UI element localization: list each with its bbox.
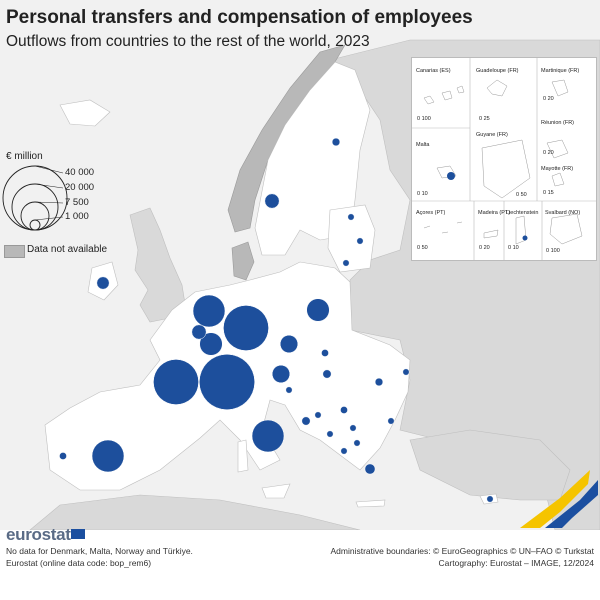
inset-scale-reunion: 0 20	[543, 150, 554, 156]
bubble-netherlands	[192, 294, 226, 328]
bubble-finland	[331, 137, 341, 147]
bubble-slovakia	[321, 349, 329, 357]
map-subtitle: Outflows from countries to the rest of t…	[6, 33, 370, 50]
bubble-albania	[340, 447, 348, 455]
legend-leader-1000	[34, 216, 64, 221]
land-baltics	[327, 204, 376, 273]
inset-scale-madeira: 0 20	[479, 245, 490, 251]
bubble-greece	[364, 463, 376, 475]
bubble-italy	[251, 419, 285, 453]
land-sardinia-corsica	[237, 439, 249, 473]
bubble-spain	[91, 439, 125, 473]
bubble-bulgaria	[387, 417, 395, 425]
land-north-africa	[29, 494, 361, 531]
bubble-serbia	[340, 406, 348, 414]
land-crete	[355, 499, 386, 508]
bubble-croatia	[301, 416, 311, 426]
inset-scale-martinique: 0 20	[543, 96, 554, 102]
legend-unit: € million	[6, 151, 43, 162]
bubble-austria	[271, 364, 291, 384]
inset-label-svalbard: Svalbard (NO)	[545, 210, 581, 216]
inset-scale-malta: 0 10	[417, 191, 428, 197]
bubble-romania	[374, 377, 384, 387]
footnote-source: Eurostat (online data code: bop_rem6)	[6, 558, 152, 568]
legend-leader-40000	[34, 165, 64, 174]
inset-scale-liechtenstein: 0 10	[508, 245, 519, 251]
bubble-montenegro	[326, 430, 334, 438]
bubble-france	[153, 359, 199, 405]
credit-cartography: Cartography: Eurostat – IMAGE, 12/2024	[438, 558, 594, 568]
legend-label-1000: 1 000	[65, 211, 89, 222]
bubble-moldova	[402, 368, 410, 376]
inset-label-guyane: Guyane (FR)	[476, 132, 508, 138]
inset-label-mayotte: Mayotte (FR)	[541, 166, 574, 172]
legend-circle-1000	[29, 219, 41, 231]
legend-label-7500: 7 500	[65, 197, 89, 208]
map-title: Personal transfers and compensation of e…	[6, 7, 473, 28]
legend-circle-7500	[20, 201, 50, 231]
inset-scale-guyane: 0 50	[516, 192, 527, 198]
bubble-estonia	[347, 213, 355, 221]
bubble-czechia	[279, 334, 299, 354]
eu-flag-icon	[71, 529, 85, 539]
eurostat-logo: eurostat	[6, 525, 71, 544]
land-iceland	[59, 99, 111, 127]
inset-scale-canarias: 0 100	[417, 116, 431, 122]
bubble-luxembourg	[199, 354, 255, 410]
inset-label-martinique: Martinique (FR)	[541, 68, 580, 74]
bubble-slovenia	[285, 386, 293, 394]
inset-label-malta: Malta	[416, 142, 430, 148]
bubble-layer	[59, 137, 494, 503]
legend-circle-20000	[11, 183, 59, 231]
legend-label-40000: 40 000	[65, 167, 95, 178]
bubble-kosovo	[349, 424, 357, 432]
land-sicily	[261, 483, 291, 499]
legend-label-20000: 20 000	[65, 182, 95, 193]
legend-leader-7500	[34, 201, 64, 204]
inset-label-canarias: Canarias (ES)	[416, 68, 451, 74]
inset-label-guadeloupe: Guadeloupe (FR)	[476, 68, 519, 74]
inset-label-liechtenstein: Liechtenstein	[506, 210, 539, 216]
bubble-germany	[223, 305, 269, 351]
bubble-poland	[306, 298, 330, 322]
inset-scale-svalbard: 0 100	[546, 248, 560, 254]
bubble-hungary	[322, 369, 332, 379]
no-data-label: Data not available	[27, 244, 108, 255]
inset-panel: Canarias (ES) 0 100 Guadeloupe (FR) 0 25…	[411, 57, 597, 261]
bubble-switzerland	[191, 324, 207, 340]
land-uk	[129, 207, 187, 323]
bubble-lithuania	[342, 259, 350, 267]
bubble-sweden	[264, 193, 280, 209]
credit-boundaries: Administrative boundaries: © EuroGeograp…	[330, 546, 594, 556]
no-data-swatch	[4, 245, 25, 258]
bubble-cyprus	[486, 495, 494, 503]
bubble-north-macedonia	[353, 439, 361, 447]
bubble-ireland	[96, 276, 110, 290]
bubble-belgium	[199, 332, 223, 356]
legend-circles	[2, 165, 68, 231]
inset-label-reunion: Réunion (FR)	[541, 120, 575, 126]
inset-scale-acores: 0 50	[417, 245, 428, 251]
inset-scale-mayotte: 0 15	[543, 190, 554, 196]
inset-scale-guadeloupe: 0 25	[479, 116, 490, 122]
inset-svg	[412, 58, 596, 260]
decorative-swoosh	[520, 470, 598, 528]
inset-label-madeira: Madeira (PT)	[478, 210, 511, 216]
inset-label-acores: Açores (PT)	[416, 210, 446, 216]
footnote-no-data: No data for Denmark, Malta, Norway and T…	[6, 546, 193, 556]
legend-leader-20000	[34, 183, 64, 189]
bubble-bosnia-and-herzegovina	[314, 411, 322, 419]
bubble-latvia	[356, 237, 364, 245]
bubble-portugal	[59, 452, 67, 460]
land-scandinavia	[254, 61, 371, 256]
land-denmark	[231, 241, 255, 281]
